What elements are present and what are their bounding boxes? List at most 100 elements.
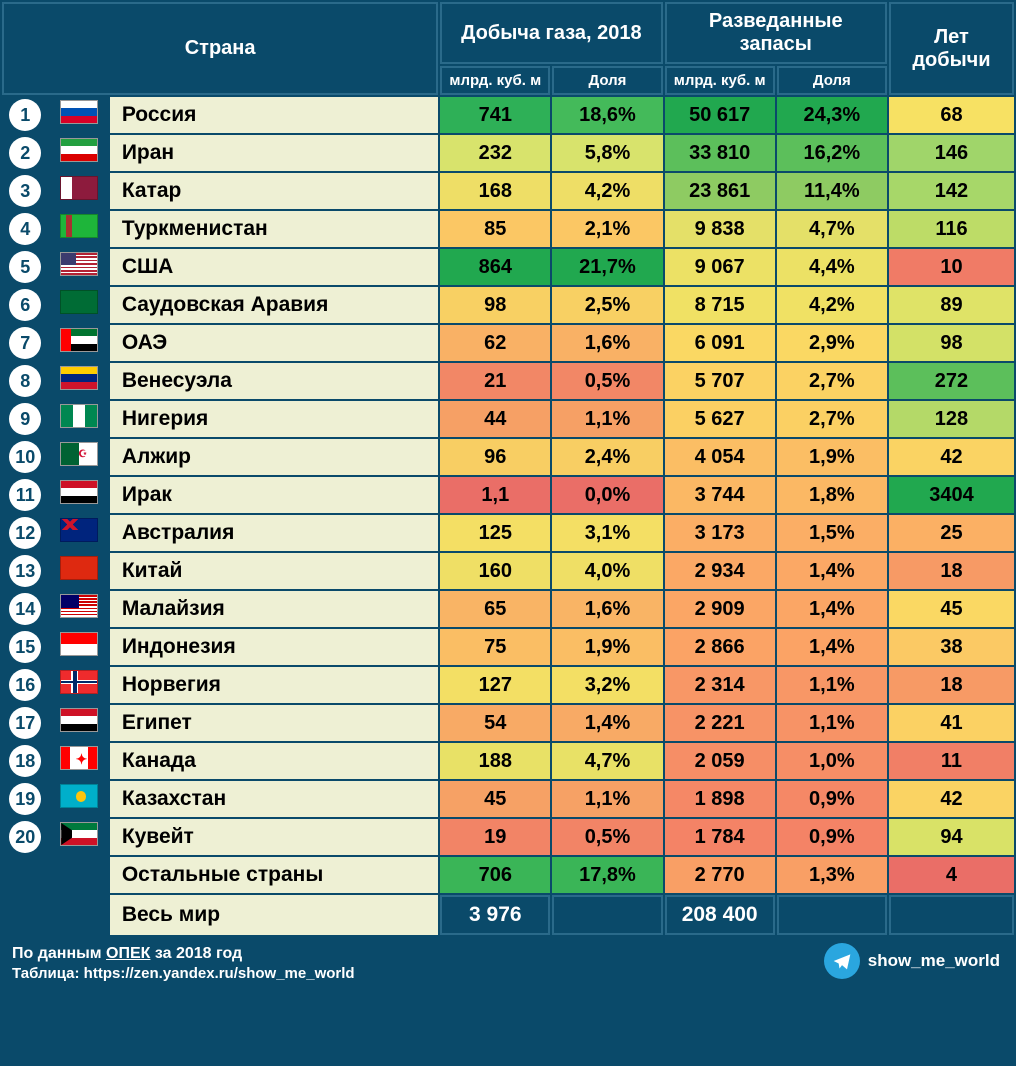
flag-cell <box>51 363 108 399</box>
years-value: 128 <box>889 401 1014 437</box>
country-name: Китай <box>110 553 438 589</box>
res-value: 2 221 <box>665 705 775 741</box>
flag-cell: ✦ <box>51 743 108 779</box>
others-row: Остальные страны 706 17,8% 2 770 1,3% 4 <box>2 857 1014 893</box>
rank-badge: 16 <box>9 669 41 701</box>
res-share: 1,3% <box>777 857 887 893</box>
years-value: 38 <box>889 629 1014 665</box>
years-value: 98 <box>889 325 1014 361</box>
country-name: Весь мир <box>110 895 438 935</box>
prod-share: 4,0% <box>552 553 662 589</box>
rank-badge: 20 <box>9 821 41 853</box>
prod-share: 1,6% <box>552 325 662 361</box>
prod-share: 1,4% <box>552 705 662 741</box>
prod-value: 864 <box>440 249 550 285</box>
prod-share: 21,7% <box>552 249 662 285</box>
country-name: Алжир <box>110 439 438 475</box>
rank-cell: 16 <box>2 667 49 703</box>
rank-cell: 7 <box>2 325 49 361</box>
world-row: Весь мир 3 976 208 400 <box>2 895 1014 935</box>
prod-share <box>552 895 662 935</box>
table-row: 4 Туркменистан 85 2,1% 9 838 4,7% 116 <box>2 211 1014 247</box>
rank-badge: 9 <box>9 403 41 435</box>
prod-value: 65 <box>440 591 550 627</box>
flag-cell <box>51 819 108 855</box>
telegram-badge[interactable]: show_me_world <box>824 943 1000 979</box>
rank-badge: 13 <box>9 555 41 587</box>
rank-badge: 19 <box>9 783 41 815</box>
rank-badge: 7 <box>9 327 41 359</box>
table-row: 2 Иран 232 5,8% 33 810 16,2% 146 <box>2 135 1014 171</box>
rank-badge: 17 <box>9 707 41 739</box>
res-share: 1,4% <box>777 591 887 627</box>
years-value: 42 <box>889 781 1014 817</box>
country-name: Египет <box>110 705 438 741</box>
prod-value: 706 <box>440 857 550 893</box>
table-row: 18 ✦ Канада 188 4,7% 2 059 1,0% 11 <box>2 743 1014 779</box>
years-value: 25 <box>889 515 1014 551</box>
flag-cell <box>51 857 108 893</box>
res-share: 1,4% <box>777 629 887 665</box>
country-name: Кувейт <box>110 819 438 855</box>
header-res-vol: млрд. куб. м <box>665 66 775 95</box>
table-row: 20 Кувейт 19 0,5% 1 784 0,9% 94 <box>2 819 1014 855</box>
res-share: 1,9% <box>777 439 887 475</box>
years-value: 89 <box>889 287 1014 323</box>
res-share: 1,0% <box>777 743 887 779</box>
country-name: Россия <box>110 97 438 133</box>
rank-cell: 19 <box>2 781 49 817</box>
rank-cell: 3 <box>2 173 49 209</box>
prod-value: 188 <box>440 743 550 779</box>
footer: По данным ОПЕК за 2018 год Таблица: http… <box>0 937 1016 996</box>
flag-cell <box>51 705 108 741</box>
flag-cell: ☪ <box>51 439 108 475</box>
res-share: 0,9% <box>777 781 887 817</box>
footer-opec-link[interactable]: ОПЕК <box>106 945 150 962</box>
flag-cell <box>51 287 108 323</box>
prod-value: 45 <box>440 781 550 817</box>
years-value: 4 <box>889 857 1014 893</box>
res-value: 5 627 <box>665 401 775 437</box>
res-share: 1,8% <box>777 477 887 513</box>
rank-badge: 12 <box>9 517 41 549</box>
res-share: 16,2% <box>777 135 887 171</box>
table-row: 12 Австралия 125 3,1% 3 173 1,5% 25 <box>2 515 1014 551</box>
res-share: 11,4% <box>777 173 887 209</box>
country-name: Индонезия <box>110 629 438 665</box>
rank-badge: 8 <box>9 365 41 397</box>
table-row: 8 Венесуэла 21 0,5% 5 707 2,7% 272 <box>2 363 1014 399</box>
rank-cell: 9 <box>2 401 49 437</box>
country-name: Ирак <box>110 477 438 513</box>
rank-cell: 14 <box>2 591 49 627</box>
rank-badge: 14 <box>9 593 41 625</box>
table-row: 1 Россия 741 18,6% 50 617 24,3% 68 <box>2 97 1014 133</box>
prod-share: 2,5% <box>552 287 662 323</box>
country-name: Нигерия <box>110 401 438 437</box>
years-value: 45 <box>889 591 1014 627</box>
flag-cell <box>51 249 108 285</box>
prod-value: 3 976 <box>440 895 550 935</box>
flag-cell <box>51 553 108 589</box>
rank-badge: 4 <box>9 213 41 245</box>
rank-cell: 6 <box>2 287 49 323</box>
rank-badge: 5 <box>9 251 41 283</box>
years-value: 18 <box>889 667 1014 703</box>
header-years: Лет добычи <box>889 2 1014 95</box>
table-row: 5 США 864 21,7% 9 067 4,4% 10 <box>2 249 1014 285</box>
table-row: 19 Казахстан 45 1,1% 1 898 0,9% 42 <box>2 781 1014 817</box>
years-value: 42 <box>889 439 1014 475</box>
table-row: 10 ☪ Алжир 96 2,4% 4 054 1,9% 42 <box>2 439 1014 475</box>
country-name: Остальные страны <box>110 857 438 893</box>
table-row: 16 Норвегия 127 3,2% 2 314 1,1% 18 <box>2 667 1014 703</box>
header-country: Страна <box>2 2 438 95</box>
rank-cell: 15 <box>2 629 49 665</box>
res-share: 0,9% <box>777 819 887 855</box>
flag-cell <box>51 667 108 703</box>
prod-value: 96 <box>440 439 550 475</box>
res-value: 2 866 <box>665 629 775 665</box>
res-value: 3 173 <box>665 515 775 551</box>
rank-cell <box>2 857 49 893</box>
rank-cell: 18 <box>2 743 49 779</box>
header-production: Добыча газа, 2018 <box>440 2 662 64</box>
res-value: 2 934 <box>665 553 775 589</box>
